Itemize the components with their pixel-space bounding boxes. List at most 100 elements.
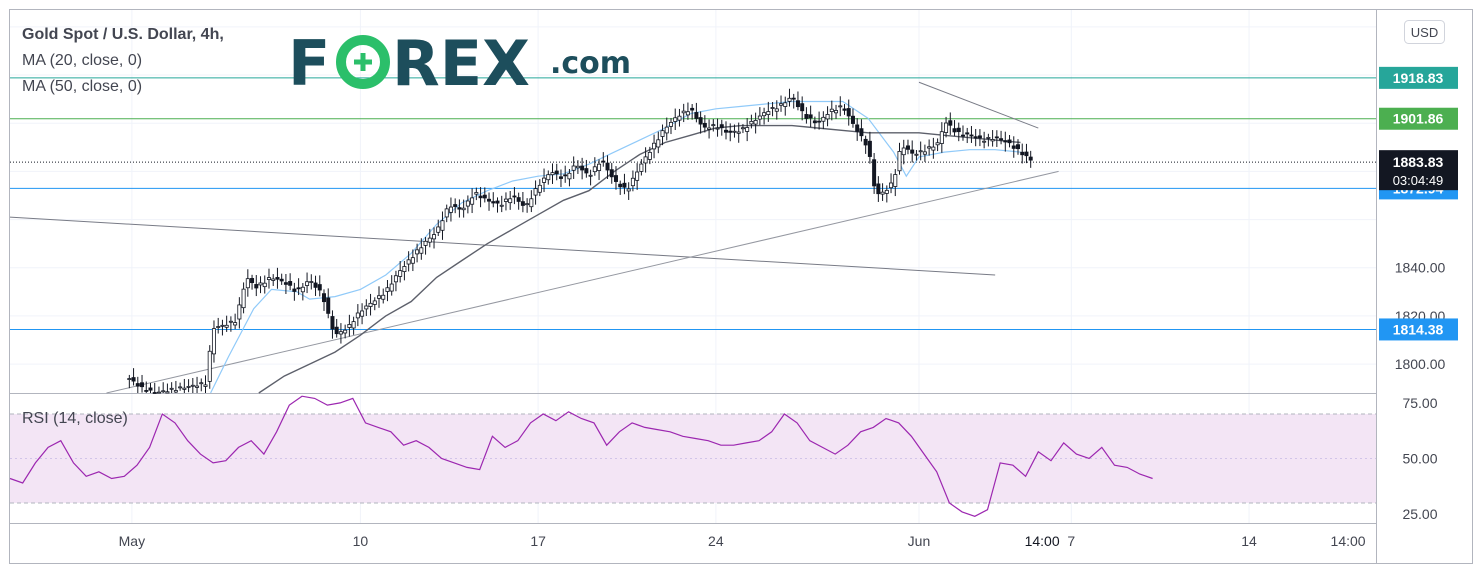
candle-body <box>846 108 851 117</box>
candle-body <box>656 139 661 148</box>
level-tag <box>1379 66 1458 89</box>
candles <box>127 88 1033 394</box>
candle-body <box>173 390 178 393</box>
candle-body <box>271 278 276 281</box>
level-tag <box>1379 318 1458 341</box>
candle-body <box>787 97 792 102</box>
candle-body <box>398 270 403 277</box>
candle-body <box>262 282 267 288</box>
candle-body <box>1020 151 1025 156</box>
rsi-tick-label[interactable]: 50.00 <box>1402 451 1437 467</box>
level-tag-label: 1901.86 <box>1393 111 1444 127</box>
candle-body <box>347 324 352 328</box>
candle-body <box>406 259 411 265</box>
candle-body <box>199 382 204 385</box>
time-tick-label[interactable]: 7 <box>1067 533 1075 549</box>
price-tags: 1918.831901.861872.941814.381883.8303:04… <box>1379 66 1458 341</box>
time-tick-label[interactable]: May <box>119 533 145 549</box>
rsi-legend: RSI (14, close) <box>22 410 128 427</box>
time-tick-label[interactable]: Jun <box>908 533 931 549</box>
candle-body <box>326 297 331 314</box>
candle-body <box>317 284 322 291</box>
candle-body <box>982 140 987 143</box>
candle-body <box>960 134 965 137</box>
rsi-tick-label[interactable]: 25.00 <box>1402 506 1437 522</box>
candle-body <box>973 136 978 139</box>
time-cursor-label[interactable]: 14:00 <box>1025 533 1060 549</box>
rsi-tick-label[interactable]: 75.00 <box>1402 395 1437 411</box>
candle-body <box>952 128 957 133</box>
currency-button-box[interactable] <box>1404 20 1445 44</box>
candle-body <box>800 103 805 112</box>
candle-body <box>448 206 453 213</box>
time-tick-label[interactable]: 14 <box>1241 533 1257 549</box>
candle-body <box>152 392 157 394</box>
candle-body <box>613 175 618 182</box>
candle-body <box>808 114 813 119</box>
candle-body <box>719 124 724 129</box>
candle-body <box>377 295 382 299</box>
candle-body <box>867 140 872 157</box>
candle-body <box>935 142 940 146</box>
candle-body <box>525 203 530 206</box>
candle-body <box>880 191 885 195</box>
candle-body <box>487 198 492 202</box>
candle-body <box>436 226 441 233</box>
rsi-series <box>9 395 1153 517</box>
candle-body <box>1011 145 1016 149</box>
time-tick-label[interactable]: 24 <box>708 533 724 549</box>
time-tick-label[interactable]: 17 <box>530 533 546 549</box>
candle-body <box>605 162 610 171</box>
currency-label[interactable]: USD <box>1411 25 1438 40</box>
candle-body <box>135 383 140 387</box>
candle-body <box>986 137 991 139</box>
candle-body <box>677 115 682 121</box>
candle-body <box>186 386 191 388</box>
candle-body <box>478 195 483 199</box>
logo-letters-rex: REX <box>392 27 530 100</box>
trend-line <box>918 81 1039 129</box>
candle-body <box>423 240 428 246</box>
candle-body <box>698 117 703 125</box>
candle-body <box>520 201 525 206</box>
candle-body <box>834 110 839 114</box>
candle-body <box>685 111 690 116</box>
candle-body <box>508 198 513 204</box>
time-tick-label[interactable]: 10 <box>353 533 369 549</box>
candle-body <box>728 130 733 133</box>
candle-body <box>211 328 216 355</box>
candle-body <box>977 135 982 139</box>
candle-body <box>482 194 487 199</box>
candle-body <box>296 287 301 290</box>
candle-body <box>495 200 500 204</box>
candle-body <box>652 142 657 150</box>
candle-body <box>432 234 437 240</box>
candle-body <box>766 111 771 115</box>
candle-body <box>673 117 678 122</box>
candle-body <box>283 282 288 285</box>
candle-body <box>770 107 775 109</box>
price-tick-label[interactable]: 1800.00 <box>1395 356 1446 372</box>
candle-body <box>829 108 834 112</box>
level-tag-label: 1814.38 <box>1393 321 1444 337</box>
candle-body <box>372 300 377 305</box>
candle-body <box>757 115 762 120</box>
candle-body <box>580 165 585 171</box>
candle-body <box>850 115 855 124</box>
candle-body <box>753 120 758 125</box>
candle-body <box>499 204 504 207</box>
time-tick-label[interactable]: 14:00 <box>1331 533 1366 549</box>
chart-title: Gold Spot / U.S. Dollar, 4h, <box>22 26 224 43</box>
candle-body <box>597 163 602 171</box>
currency-button[interactable]: USD <box>1404 20 1445 44</box>
candle-body <box>571 165 576 171</box>
logo-o-ring <box>336 35 390 89</box>
candle-body <box>618 183 623 188</box>
candle-body <box>321 293 326 303</box>
price-tick-label[interactable]: 1840.00 <box>1395 260 1446 276</box>
candle-body <box>622 182 627 188</box>
candle-body <box>309 281 314 283</box>
candle-body <box>647 151 652 160</box>
time-axis[interactable]: May 10 17 24 Jun 7 14 14:00 14:00 <box>119 533 1366 549</box>
rsi-line <box>9 395 1153 517</box>
